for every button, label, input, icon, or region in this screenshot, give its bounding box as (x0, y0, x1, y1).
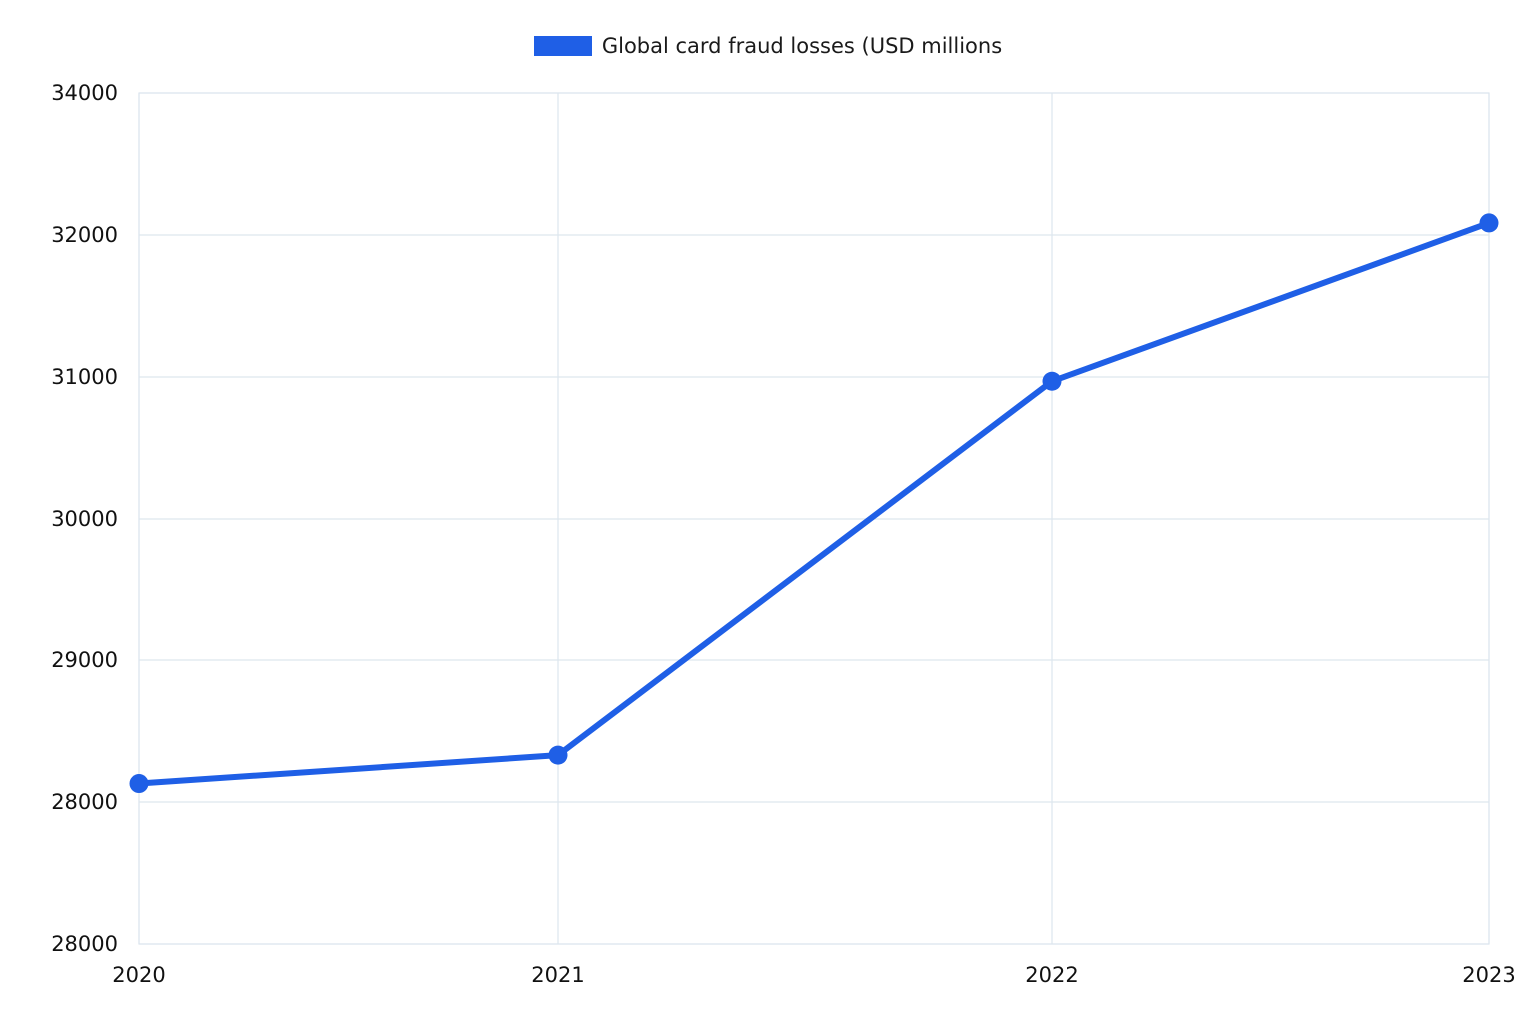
series-line (136, 219, 1492, 787)
data-point (1479, 213, 1499, 233)
legend-swatch (533, 36, 592, 56)
y-tick-label: 31000 (51, 365, 118, 389)
legend: Global card fraud losses (USD millions (0, 34, 1536, 58)
y-tick-label: 32000 (51, 223, 118, 247)
data-point (129, 774, 149, 794)
y-tick-label: 30000 (51, 507, 118, 531)
legend-label: Global card fraud losses (USD millions (601, 34, 1003, 58)
y-tick-label: 29000 (51, 648, 118, 672)
y-tick-label: 28000 (51, 790, 118, 814)
data-point (548, 745, 568, 765)
y-tick-label: 28000 (51, 932, 118, 956)
x-tick-label: 2023 (1462, 963, 1515, 987)
x-tick-label: 2022 (1025, 963, 1078, 987)
x-tick-label: 2020 (112, 963, 165, 987)
x-tick-label: 2021 (531, 963, 584, 987)
y-tick-label: 34000 (51, 81, 118, 105)
data-point (1042, 371, 1062, 391)
